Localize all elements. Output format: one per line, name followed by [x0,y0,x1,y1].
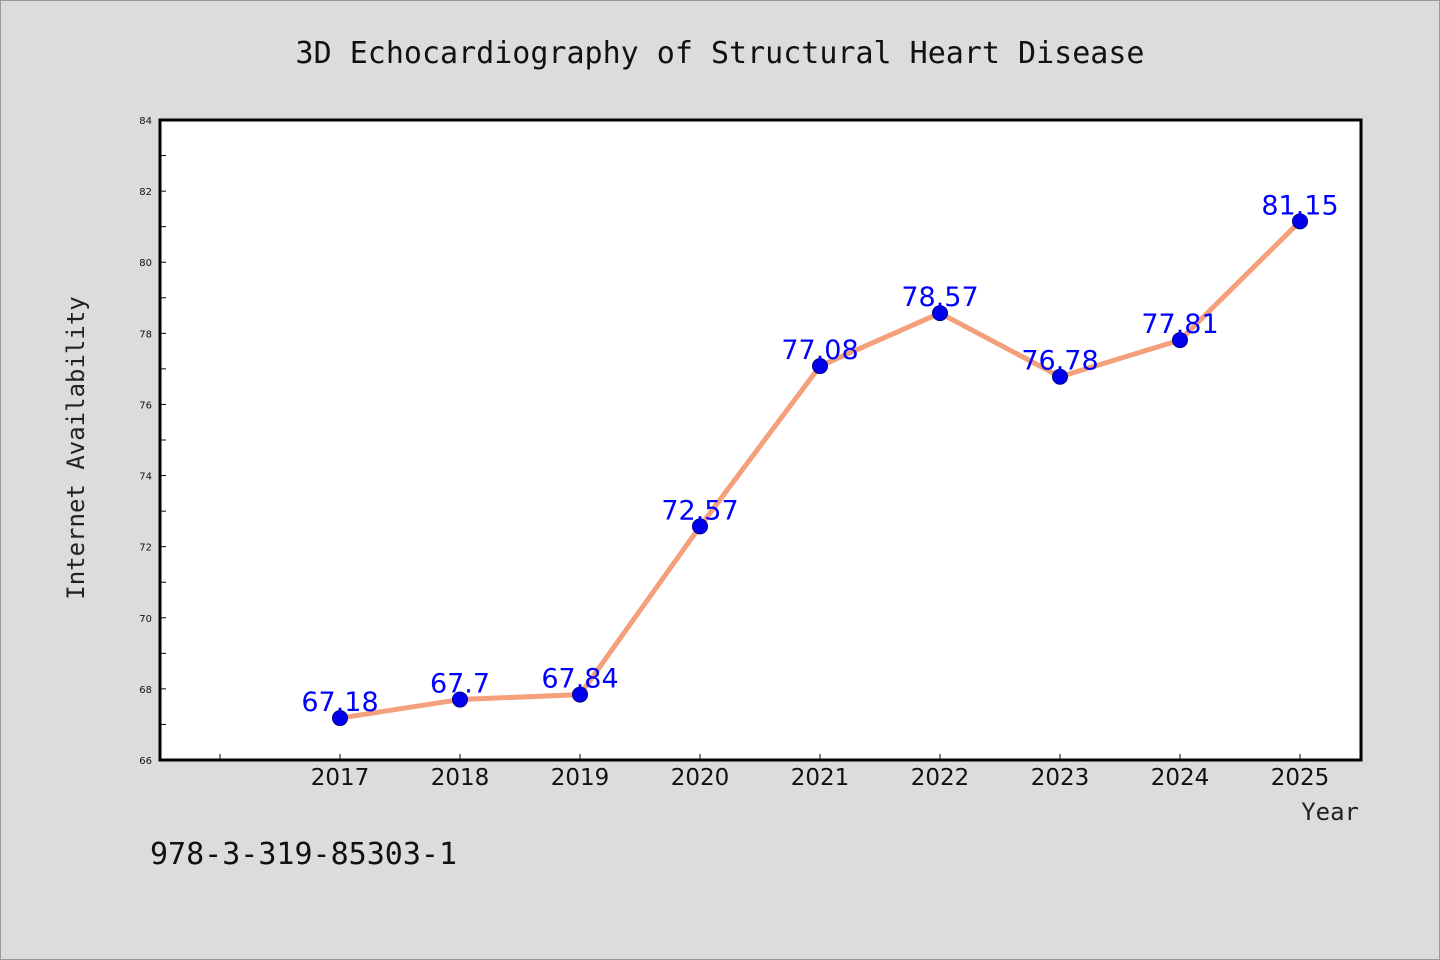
data-label: 72.57 [661,495,738,526]
data-label: 76.78 [1021,346,1098,377]
data-label: 77.08 [781,335,858,366]
data-point [932,305,948,322]
data-label: 67.18 [301,687,378,718]
x-axis-label: Year [1301,798,1359,826]
x-tick-label: 2017 [311,765,370,791]
plot-area [158,118,1363,762]
data-point [1292,213,1308,230]
series-markers [332,213,1308,727]
y-tick-label: 76 [139,400,152,411]
data-point [452,691,468,708]
x-tick-label: 2025 [1271,765,1330,791]
data-label: 78.57 [901,282,978,313]
data-point [812,358,828,375]
y-tick-label: 70 [139,614,152,625]
y-tick-label: 72 [139,543,152,554]
data-label: 81.15 [1261,190,1338,221]
data-point [1052,368,1068,385]
data-point [572,686,588,703]
data-labels: 67.18 67.7 67.84 72.57 77.08 78.57 76.78 77.81 8… [301,190,1338,718]
y-tick-label: 66 [139,756,152,767]
y-axis: 66 68 70 72 74 76 78 80 82 84 [139,116,166,767]
data-label: 77.81 [1141,309,1218,340]
x-tick-label: 2021 [791,765,850,791]
y-tick-label: 68 [139,685,152,696]
chart-title: 3D Echocardiography of Structural Heart … [296,36,1145,71]
data-point [692,518,708,535]
x-axis: 2017 2018 2019 2020 2021 2022 2023 2024 2025 [219,754,1330,791]
x-tick-label: 2020 [671,765,730,791]
y-tick-label: 80 [139,258,152,269]
data-label: 67.84 [541,664,618,695]
x-tick-label: 2023 [1031,765,1090,791]
y-tick-label: 84 [139,116,152,127]
data-point [1172,332,1188,349]
x-tick-label: 2022 [911,765,970,791]
isbn-footnote: 978-3-319-85303-1 [150,837,457,872]
x-tick-label: 2019 [551,765,610,791]
y-tick-label: 78 [139,329,152,340]
y-tick-label: 74 [139,472,152,483]
x-tick-label: 2024 [1151,765,1210,791]
data-label: 67.7 [430,669,490,700]
y-axis-label: Internet Availability [62,296,90,599]
y-tick-label: 82 [139,187,152,198]
x-tick-label: 2018 [431,765,490,791]
data-point [332,710,348,727]
